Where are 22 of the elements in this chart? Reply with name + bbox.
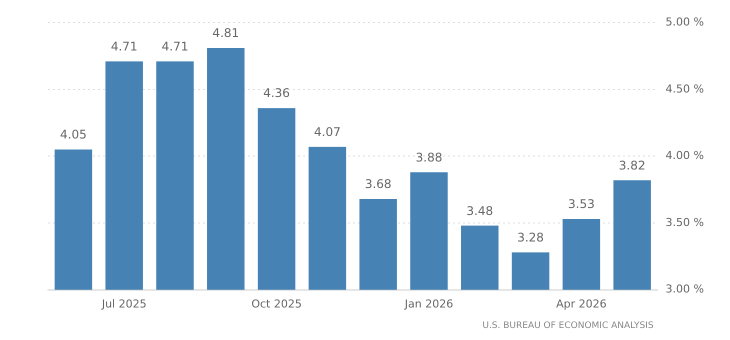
data-label: 4.81 <box>212 26 240 40</box>
data-label: 3.28 <box>517 230 544 245</box>
y-tick-label: 4.50 % <box>666 82 704 96</box>
data-label: 4.36 <box>263 86 290 100</box>
x-tick-label: Jul 2025 <box>100 297 147 310</box>
data-label: 4.05 <box>60 128 87 142</box>
x-tick-label: Apr 2026 <box>556 297 607 310</box>
y-tick-label: 5.00 % <box>666 15 704 28</box>
data-label: 4.07 <box>314 124 341 139</box>
data-label: 3.53 <box>568 197 595 212</box>
data-label: 3.48 <box>466 204 494 218</box>
data-label: 3.82 <box>618 158 646 172</box>
text: U.S. BUREAU OF ECONOMIC ANALYSIS <box>482 320 654 331</box>
data-label: 3.88 <box>416 150 442 164</box>
y-tick-label: 3.50 % <box>666 216 704 229</box>
y-tick-label: 3.00 % <box>666 282 704 296</box>
y-tick-label: 4.00 % <box>666 149 704 162</box>
x-tick-label: Oct 2025 <box>251 297 302 310</box>
x-tick-label: Jan 2026 <box>404 297 454 310</box>
data-label: 4.71 <box>162 39 188 54</box>
data-label: 3.68 <box>364 177 392 192</box>
data-label: 4.71 <box>110 39 138 54</box>
